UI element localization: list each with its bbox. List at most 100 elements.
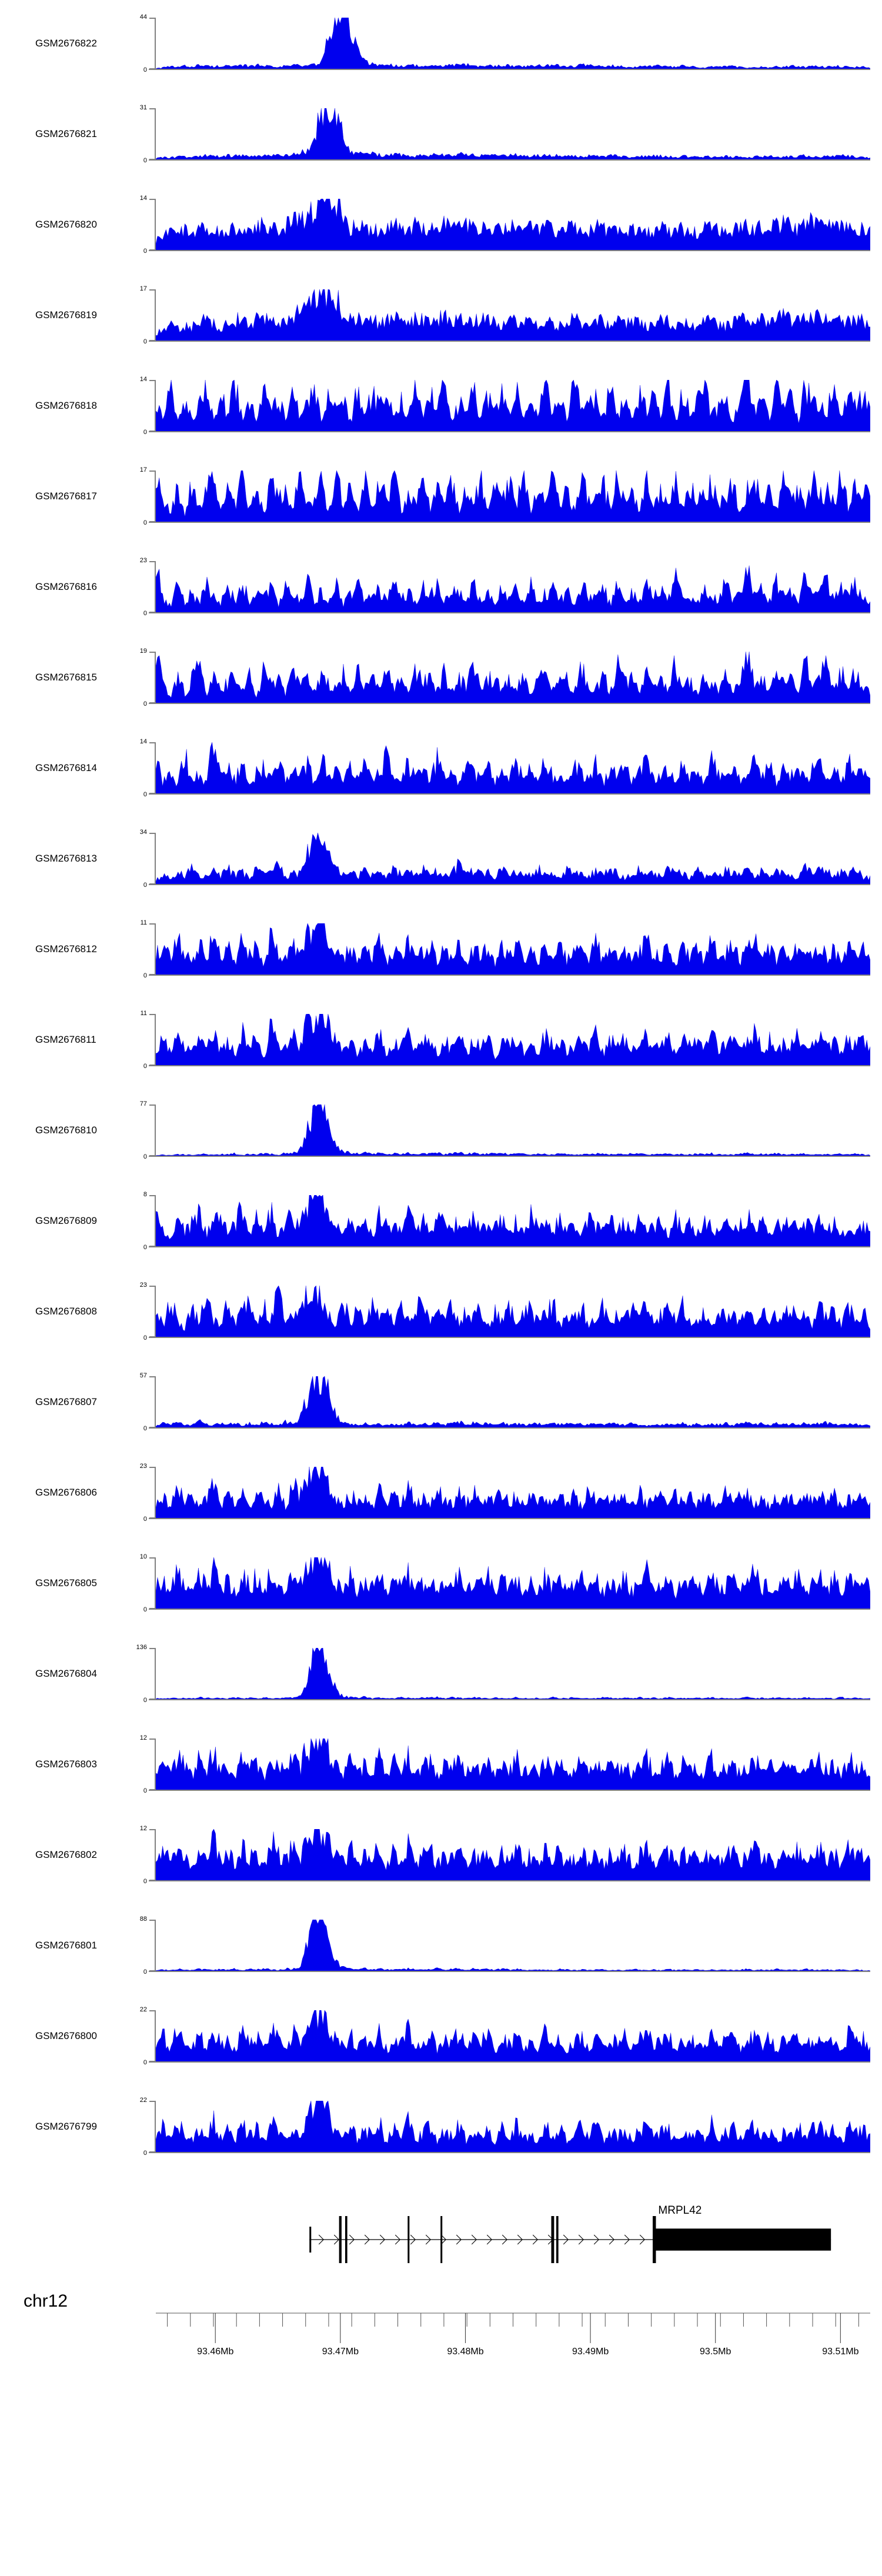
y-axis-tick-max [149,1739,156,1740]
track-label-gsm2676809: GSM2676809 [35,1215,97,1226]
y-axis-line [155,1648,156,1700]
coverage-plot [156,1648,870,1700]
y-axis-min-value: 0 [143,1516,147,1523]
y-axis-line [155,2101,156,2153]
y-axis-line [155,1286,156,1337]
y-axis: 23 0 [140,1463,156,1523]
coverage-plot [156,199,870,251]
coverage-track: GSM2676821 31 0 [0,104,882,164]
y-axis-min-value: 0 [143,519,147,526]
y-axis-min-value: 0 [143,972,147,979]
track-label-gsm2676816: GSM2676816 [35,581,97,592]
coverage-track: GSM2676813 34 0 [0,829,882,889]
y-axis-tick-max [149,1195,156,1196]
y-axis-line [155,1376,156,1428]
y-axis: 34 0 [140,829,156,889]
track-baseline [149,703,870,704]
coverage-plot [156,471,870,522]
y-axis-min-value: 0 [143,1425,147,1432]
track-baseline [149,159,870,161]
coverage-plot [156,833,870,885]
track-label-gsm2676808: GSM2676808 [35,1306,97,1317]
y-axis-min-value: 0 [143,338,147,345]
y-axis-max-value: 136 [136,1644,147,1651]
y-axis-max-value: 57 [139,1372,147,1379]
track-label-gsm2676802: GSM2676802 [35,1849,97,1860]
coverage-plot [156,1195,870,1247]
y-axis-line [155,1195,156,1247]
gene-model-graphic [309,2216,831,2263]
y-axis-max-value: 11 [140,919,147,926]
coverage-plot [156,18,870,69]
coverage-plot [156,2101,870,2153]
coverage-plot [156,561,870,613]
y-axis-tick-max [149,1557,156,1559]
track-baseline [149,1971,870,1972]
coverage-track: GSM2676810 77 0 [0,1100,882,1160]
y-axis-line [155,561,156,613]
track-baseline [149,250,870,251]
coverage-track: GSM2676803 12 0 [0,1734,882,1794]
y-axis: 17 0 [140,466,156,526]
y-axis: 22 0 [140,2097,156,2157]
track-label-gsm2676811: GSM2676811 [35,1034,96,1045]
y-axis-tick-max [149,380,156,381]
y-axis-min-value: 0 [143,1787,147,1794]
y-axis: 11 0 [141,919,156,979]
y-axis-max-value: 14 [139,376,147,383]
coverage-track: GSM2676819 17 0 [0,285,882,345]
track-baseline [149,2061,870,2063]
y-axis-min-value: 0 [143,66,147,74]
y-axis-max-value: 22 [139,2006,147,2013]
track-baseline [149,1518,870,1519]
axis-tick-label: 93.49Mb [572,2347,609,2357]
y-axis-max-value: 23 [139,1282,147,1289]
track-baseline [149,341,870,342]
coverage-track: GSM2676804 136 0 [0,1644,882,1704]
y-axis: 88 0 [140,1916,156,1976]
y-axis-min-value: 0 [143,1697,147,1704]
coverage-track: GSM2676805 10 0 [0,1553,882,1613]
track-label-gsm2676805: GSM2676805 [35,1577,97,1589]
coverage-plot [156,1286,870,1337]
track-label-gsm2676800: GSM2676800 [35,2030,97,2041]
y-axis-tick-max [149,1920,156,1921]
track-label-gsm2676819: GSM2676819 [35,309,97,321]
y-axis-line [155,923,156,975]
y-axis-min-value: 0 [143,1153,147,1160]
track-label-gsm2676815: GSM2676815 [35,672,97,683]
coverage-track: GSM2676807 57 0 [0,1372,882,1432]
y-axis-max-value: 31 [139,104,147,111]
y-axis-line [155,1829,156,1881]
track-baseline [149,793,870,795]
track-label-gsm2676810: GSM2676810 [35,1125,97,1136]
y-axis-tick-max [149,1286,156,1287]
coverage-track: GSM2676801 88 0 [0,1916,882,1976]
track-baseline [149,1065,870,1066]
y-axis-line [155,652,156,703]
y-axis: 44 0 [140,14,156,74]
y-axis-min-value: 0 [143,882,147,889]
y-axis: 12 0 [140,1825,156,1885]
track-label-gsm2676818: GSM2676818 [35,400,97,411]
y-axis-max-value: 12 [139,1734,147,1741]
coverage-track: GSM2676812 11 0 [0,919,882,979]
track-baseline [149,612,870,613]
track-baseline [149,1246,870,1247]
y-axis-line [155,471,156,522]
y-axis-tick-max [149,561,156,562]
y-axis-line [155,199,156,251]
y-axis: 77 0 [140,1100,156,1160]
coverage-track: GSM2676814 14 0 [0,738,882,798]
track-baseline [149,884,870,885]
y-axis: 12 0 [140,1734,156,1794]
y-axis-min-value: 0 [143,1606,147,1613]
coverage-track: GSM2676811 11 0 [0,1010,882,1070]
y-axis-max-value: 34 [139,829,147,836]
y-axis-max-value: 19 [139,648,147,655]
track-baseline [149,1790,870,1791]
y-axis-tick-max [149,1648,156,1649]
coverage-plot [156,652,870,703]
y-axis-min-value: 0 [143,1968,147,1976]
